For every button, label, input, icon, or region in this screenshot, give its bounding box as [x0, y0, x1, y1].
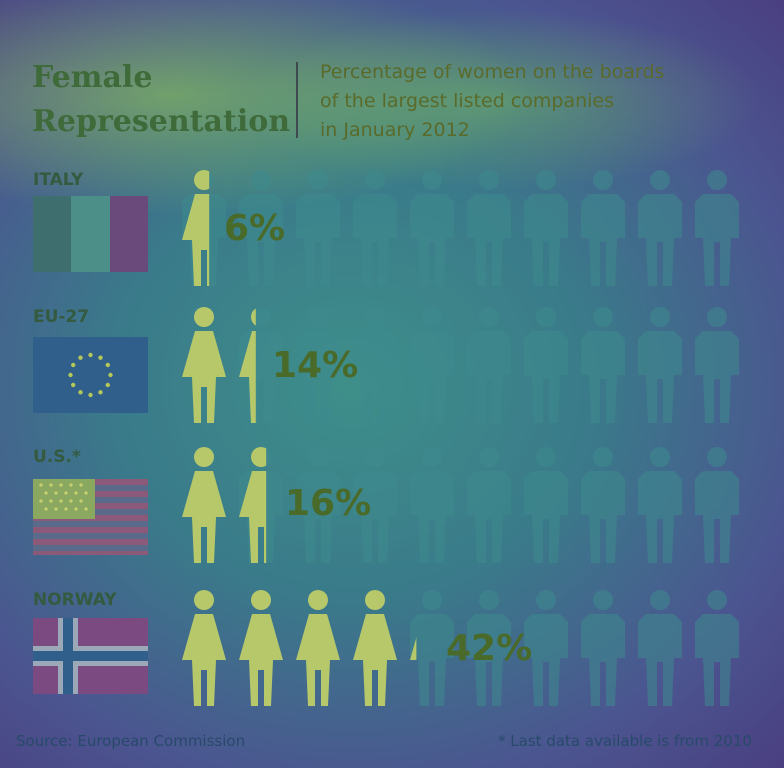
country-label: NORWAY: [33, 590, 117, 610]
subtitle-line-1: Percentage of women on the boards: [320, 61, 665, 83]
value-label: 6%: [224, 208, 286, 249]
figure-icon: [353, 447, 397, 563]
row-italy: ITALY 6%: [0, 168, 784, 298]
title-line-2: Representation: [32, 104, 291, 139]
figure-icon: [182, 170, 226, 286]
figure-icon: [467, 447, 511, 563]
source-note: Source: European Commission: [16, 732, 246, 750]
figure-icon: [638, 590, 682, 706]
figure-icon: [296, 590, 340, 706]
chart-subtitle: Percentage of women on the boards of the…: [320, 58, 740, 145]
figure-icon: [296, 307, 340, 423]
title-divider: [296, 62, 298, 138]
norway-flag-graphic: [33, 618, 148, 694]
country-label: U.S.*: [33, 447, 81, 467]
row-eu27: EU-27 14%: [0, 305, 784, 435]
value-label: 16%: [285, 483, 372, 524]
figure-icon: [410, 590, 454, 706]
subtitle-line-3: in January 2012: [320, 119, 470, 141]
subtitle-line-2: of the largest listed companies: [320, 90, 614, 112]
figure-icon: [239, 590, 283, 706]
country-label: ITALY: [33, 170, 84, 190]
us-flag: [33, 479, 148, 555]
figure-icon: [695, 590, 739, 706]
figure-icon: [410, 447, 454, 563]
eu-flag: [33, 337, 148, 413]
figure-icon: [410, 170, 454, 286]
us-flag-graphic: [33, 479, 148, 555]
row-us: U.S.* 16%: [0, 445, 784, 575]
italy-flag: [33, 196, 148, 272]
figure-icon: [638, 170, 682, 286]
value-label: 42%: [446, 628, 533, 669]
figure-icon: [581, 590, 625, 706]
figure-icon: [524, 307, 568, 423]
figure-icon: [695, 170, 739, 286]
figure-icon: [524, 590, 568, 706]
figure-icon: [581, 170, 625, 286]
figure-icon: [467, 307, 511, 423]
figure-icon: [695, 447, 739, 563]
figure-row: [182, 447, 739, 563]
eu-stars: [68, 352, 113, 398]
figure-icon: [524, 447, 568, 563]
figure-icon: [410, 307, 454, 423]
figure-icon: [353, 590, 397, 706]
figure-icon: [239, 307, 283, 423]
figure-icon: [638, 307, 682, 423]
figure-icon: [182, 307, 226, 423]
value-label: 14%: [272, 345, 359, 386]
figure-icon: [239, 447, 283, 563]
figure-row: [182, 170, 739, 286]
chart-title: Female Representation: [32, 56, 292, 144]
figure-icon: [467, 170, 511, 286]
figure-icon: [296, 170, 340, 286]
country-label: EU-27: [33, 307, 90, 327]
footnote: * Last data available is from 2010: [498, 732, 752, 750]
figure-icon: [296, 447, 340, 563]
figure-icon: [239, 170, 283, 286]
figure-icon: [638, 447, 682, 563]
row-norway: NORWAY 42%: [0, 588, 784, 718]
figure-row: [182, 590, 739, 706]
figure-icon: [182, 590, 226, 706]
figure-icon: [695, 307, 739, 423]
title-line-1: Female: [32, 60, 153, 95]
figure-icon: [467, 590, 511, 706]
figure-row: [182, 307, 739, 423]
figure-icon: [353, 170, 397, 286]
figure-icon: [182, 447, 226, 563]
figure-icon: [524, 170, 568, 286]
figure-icon: [581, 307, 625, 423]
figure-icon: [581, 447, 625, 563]
norway-flag: [33, 618, 148, 694]
figure-icon: [353, 307, 397, 423]
